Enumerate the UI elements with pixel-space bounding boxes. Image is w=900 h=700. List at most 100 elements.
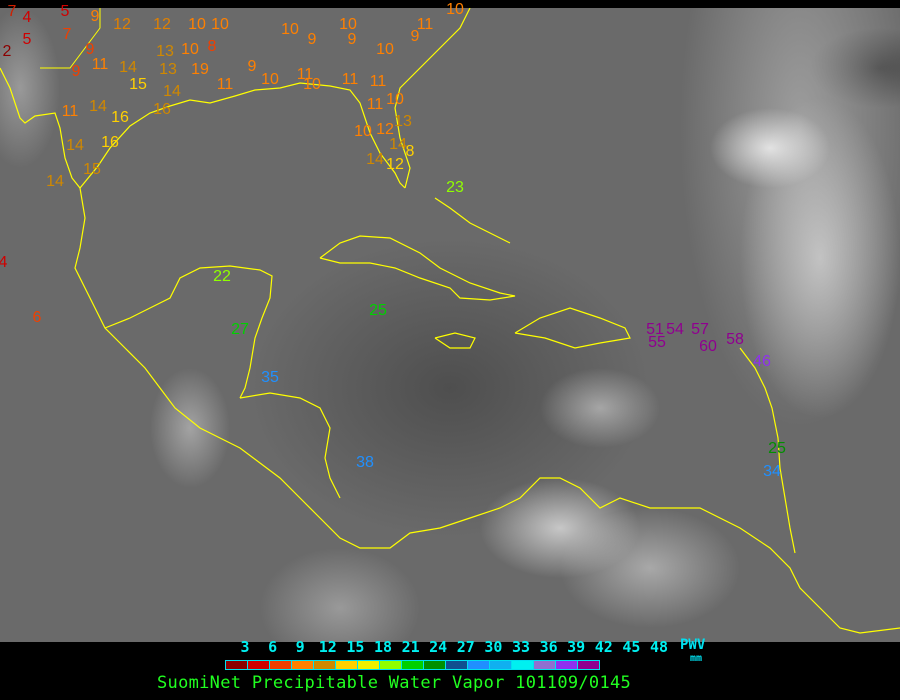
legend-tick-label: 36 (539, 638, 558, 656)
station-pwv-value: 12 (386, 156, 404, 173)
station-pwv-value: 15 (83, 161, 101, 178)
station-pwv-value: 10 (181, 41, 199, 58)
legend-tick-label: 30 (484, 638, 503, 656)
station-pwv-value: 58 (726, 331, 744, 348)
station-pwv-value: 13 (156, 43, 174, 60)
color-scale-bar (225, 660, 600, 670)
station-pwv-value: 54 (666, 321, 684, 338)
state-borders (40, 8, 101, 69)
station-pwv-value: 9 (347, 31, 357, 48)
station-pwv-value: 16 (111, 109, 129, 126)
station-pwv-value: 60 (699, 338, 717, 355)
station-pwv-value: 6 (32, 309, 42, 326)
station-pwv-value: 23 (446, 179, 464, 196)
station-pwv-value: 51 (646, 321, 664, 338)
satellite-ir-map: 7 4 5 2 5 7 9 12 12 9 9 11 14 13 10 8 10 10 15 13 19 11 14 16 11… (0, 2, 900, 642)
station-pwv-value: 14 (89, 98, 107, 115)
station-pwv-value: 11 (296, 66, 314, 83)
legend-swatch (512, 661, 534, 669)
station-pwv-value: 9 (307, 31, 317, 48)
station-pwv-value: 57 (691, 321, 709, 338)
station-pwv-value: 46 (753, 353, 771, 370)
station-pwv-value: 16 (101, 134, 119, 151)
legend-tick-label: 3 (240, 638, 250, 656)
station-pwv-value: 9 (247, 58, 257, 75)
station-pwv-value: 9 (85, 41, 95, 58)
jamaica-outline (434, 332, 476, 349)
legend-ticks: 3 6 9 12 15 18 21 24 27 30 33 36 39 42 45 48 (230, 638, 670, 656)
legend-tick-label: 21 (401, 638, 420, 656)
legend-swatch (270, 661, 292, 669)
legend-swatch (226, 661, 248, 669)
legend-unit-label: PWV (680, 637, 706, 653)
legend-tick-label: 27 (456, 638, 475, 656)
station-pwv-value: 10 (339, 16, 357, 33)
station-pwv-value: 10 (261, 71, 279, 88)
station-pwv-value: 11 (216, 76, 234, 93)
legend-tick-label: 48 (649, 638, 669, 656)
legend-swatch (468, 661, 490, 669)
station-pwv-value: 16 (153, 101, 171, 118)
station-pwv-value: 14 (46, 173, 64, 190)
station-pwv-value: 55 (648, 334, 666, 351)
legend-swatch (336, 661, 358, 669)
mexico-coast (74, 187, 900, 634)
station-pwv-value: 15 (129, 76, 147, 93)
legend-swatch (358, 661, 380, 669)
station-pwv-value: 12 (153, 16, 171, 33)
station-pwv-value: 10 (188, 16, 206, 33)
legend-tick-label: 6 (268, 638, 278, 656)
legend-unit-mm: mm (690, 653, 703, 664)
station-pwv-value: 11 (341, 71, 359, 88)
legend-swatch (292, 661, 314, 669)
station-pwv-value: 25 (369, 302, 387, 319)
station-pwv-value: 7 (62, 26, 72, 43)
legend-swatch (424, 661, 446, 669)
legend-swatch (490, 661, 512, 669)
yucatan-coast (104, 265, 273, 399)
legend-swatch (578, 661, 599, 669)
station-pwv-value: 11 (366, 96, 384, 113)
legend-swatch (534, 661, 556, 669)
station-pwv-value: 14 (163, 83, 181, 100)
hispaniola-outline (514, 307, 631, 349)
legend-tick-label: 45 (622, 638, 641, 656)
legend-tick-label: 24 (429, 638, 448, 656)
station-pwv-value: 25 (768, 440, 786, 457)
station-pwv-value: 38 (356, 454, 374, 471)
station-pwv-value: 10 (281, 21, 299, 38)
legend-tick-label: 33 (511, 638, 531, 656)
legend-swatch (556, 661, 578, 669)
legend-swatch (402, 661, 424, 669)
station-pwv-value: 4 (22, 9, 32, 26)
station-pwv-value: 7 (7, 3, 17, 20)
us-east-coast (394, 8, 471, 189)
coastlines (0, 8, 900, 634)
central-america-coast (239, 392, 341, 499)
legend-tick-label: 39 (567, 638, 586, 656)
legend-swatch (380, 661, 402, 669)
legend-swatch (314, 661, 336, 669)
legend-tick-label: 9 (295, 638, 305, 656)
station-pwv-value: 14 (366, 151, 384, 168)
map-title: SuomiNet Precipitable Water Vapor 101109… (157, 673, 632, 693)
lesser-antilles (739, 347, 796, 554)
station-pwv-value: 5 (22, 31, 32, 48)
station-pwv-value: 5 (60, 3, 70, 20)
station-pwv-value: 14 (119, 59, 137, 76)
station-pwv-value: 8 (207, 38, 217, 55)
station-pwv-value: 11 (61, 103, 79, 120)
station-pwv-value: 11 (416, 16, 434, 33)
station-pwv-value: 11 (91, 56, 109, 73)
station-pwv-value: 9 (410, 28, 420, 45)
station-pwv-value: 34 (763, 463, 781, 480)
us-gulf-coast (0, 67, 406, 189)
cuba-outline (319, 235, 516, 301)
station-pwv-value: 10 (211, 16, 229, 33)
legend-swatch (446, 661, 468, 669)
legend-tick-label: 42 (594, 638, 613, 656)
bahamas-outline (434, 197, 511, 244)
station-pwv-value: 10 (354, 123, 372, 140)
station-pwv-value: 12 (113, 16, 131, 33)
